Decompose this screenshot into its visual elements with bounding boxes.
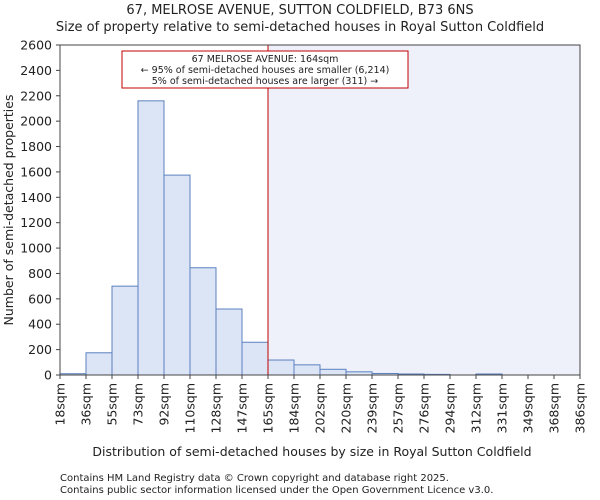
bar-165sqm [267, 359, 295, 376]
y-tick-label: 1000 [20, 241, 52, 256]
x-tick-label: 331sqm [495, 383, 510, 433]
chart-title: 67, MELROSE AVENUE, SUTTON COLDFIELD, B7… [126, 3, 473, 18]
x-tick-label: 312sqm [469, 383, 484, 433]
x-tick-label: 220sqm [339, 383, 354, 433]
x-tick-label: 55sqm [105, 383, 120, 426]
footer-licence: Contains public sector information licen… [60, 485, 493, 496]
bar-128sqm [215, 308, 243, 376]
bar-110sqm [189, 267, 217, 376]
y-tick-label: 1400 [20, 190, 52, 205]
x-tick-label: 257sqm [391, 383, 406, 433]
x-tick-label: 239sqm [365, 383, 380, 433]
x-tick-label: 147sqm [235, 383, 250, 433]
x-tick-label: 128sqm [209, 383, 224, 433]
bar-73sqm [137, 100, 165, 376]
y-tick-label: 400 [28, 317, 52, 332]
x-tick-label: 202sqm [313, 383, 328, 433]
x-tick-label: 73sqm [131, 383, 146, 426]
bar-202sqm [319, 368, 347, 376]
x-tick-label: 92sqm [157, 383, 172, 426]
x-tick-label: 165sqm [261, 383, 276, 433]
x-tick-label: 386sqm [573, 383, 588, 433]
x-tick-label: 110sqm [183, 383, 198, 433]
annotation-line-2: ← 95% of semi-detached houses are smalle… [141, 65, 390, 76]
y-tick-label: 2000 [20, 114, 52, 129]
larger-houses-region [268, 45, 580, 375]
annotation-line-3: 5% of semi-detached houses are larger (3… [152, 76, 379, 87]
y-tick-label: 1600 [20, 164, 52, 179]
footer-copyright: Contains HM Land Registry data © Crown c… [60, 473, 449, 484]
chart-subtitle: Size of property relative to semi-detach… [56, 20, 544, 35]
y-tick-label: 2400 [20, 63, 52, 78]
y-tick-label: 200 [28, 342, 52, 357]
bar-184sqm [293, 364, 321, 376]
y-tick-label: 2600 [20, 38, 52, 53]
x-tick-label: 294sqm [443, 383, 458, 433]
bar-55sqm [111, 285, 139, 376]
y-tick-label: 600 [28, 291, 52, 306]
x-tick-label: 368sqm [547, 383, 562, 433]
x-tick-label: 18sqm [53, 383, 68, 426]
annotation-box [121, 50, 409, 89]
x-tick-label: 184sqm [287, 383, 302, 433]
annotation-line-1: 67 MELROSE AVENUE: 164sqm [192, 54, 339, 65]
x-tick-label: 349sqm [521, 383, 536, 433]
x-axis-label: Distribution of semi-detached houses by … [92, 444, 531, 459]
y-tick-label: 1800 [20, 139, 52, 154]
y-tick-label: 800 [28, 266, 52, 281]
bar-147sqm [241, 341, 269, 376]
y-tick-label: 0 [44, 368, 52, 383]
y-axis-label: Number of semi-detached properties [1, 95, 16, 326]
bar-36sqm [85, 352, 113, 376]
x-tick-label: 36sqm [79, 383, 94, 426]
y-tick-label: 1200 [20, 215, 52, 230]
x-tick-label: 276sqm [417, 383, 432, 433]
y-tick-label: 2200 [20, 88, 52, 103]
bar-92sqm [163, 174, 191, 376]
